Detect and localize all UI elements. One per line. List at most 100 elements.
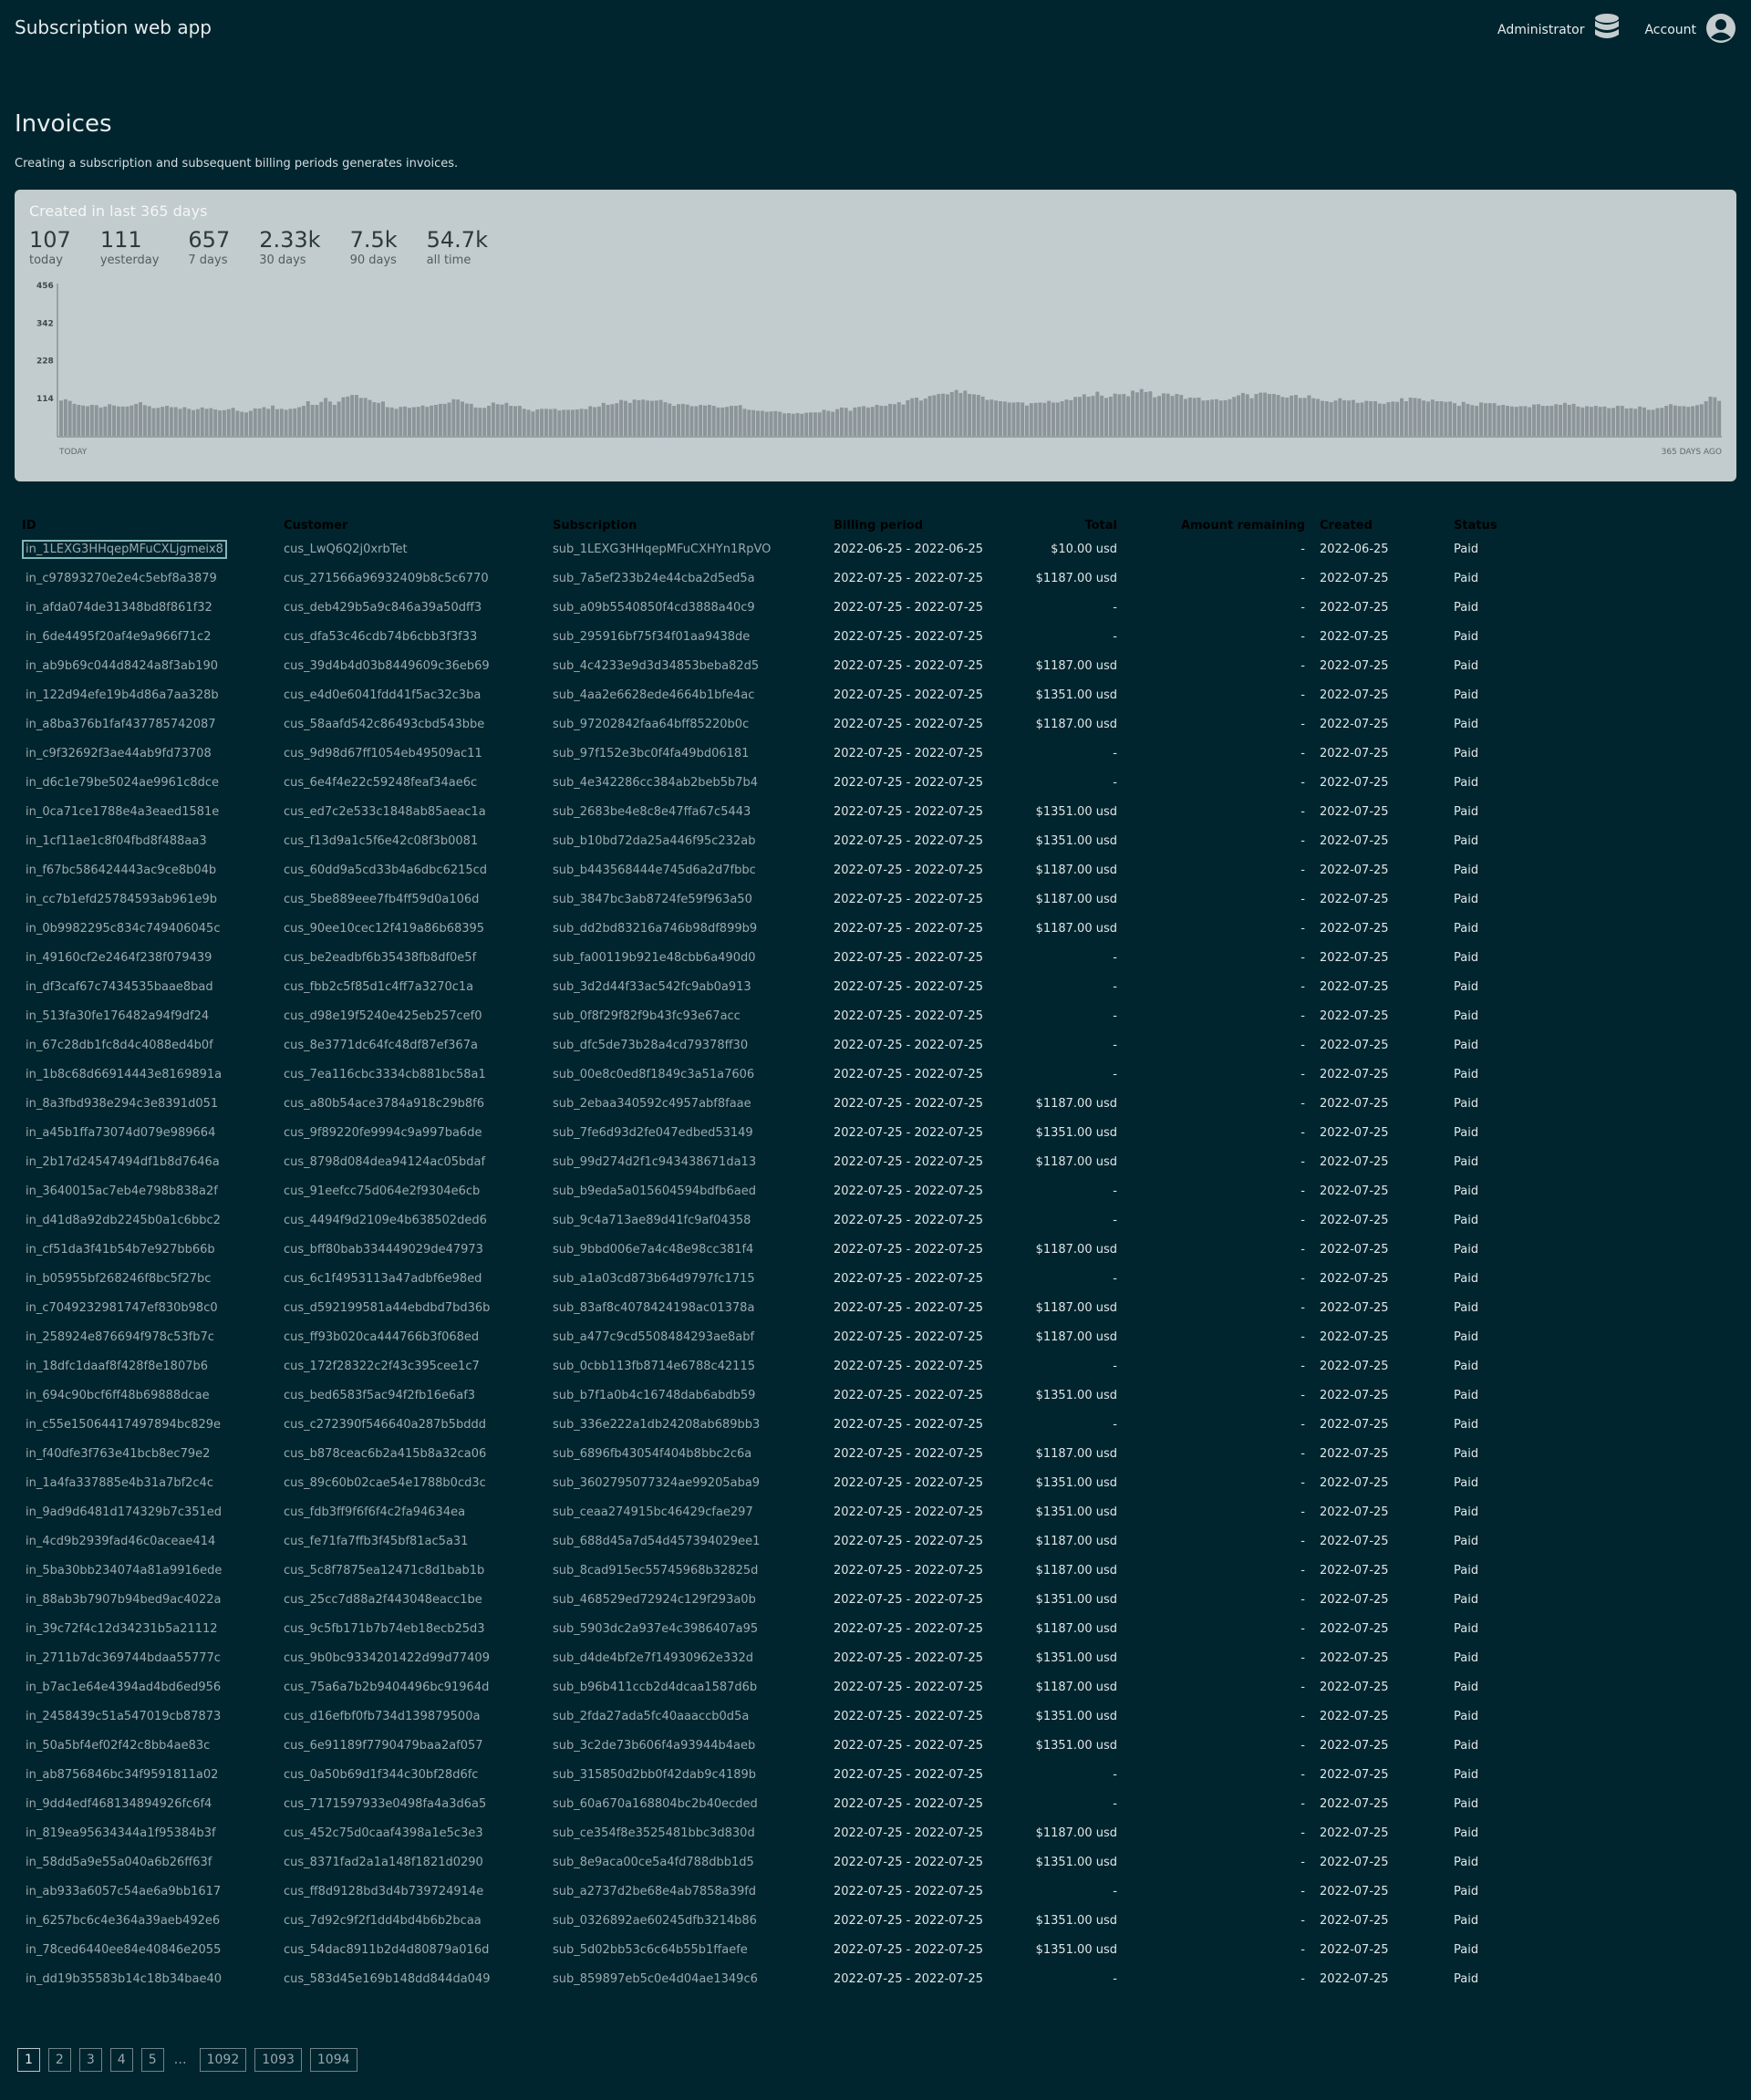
table-row[interactable]: in_513fa30fe176482a94f9df24 cus_d98e19f52… bbox=[15, 1001, 1736, 1030]
invoice-id-link[interactable]: in_122d94efe19b4d86a7aa328b bbox=[26, 688, 219, 702]
page-button[interactable]: 5 bbox=[140, 2048, 164, 2072]
column-header-billing-period[interactable]: Billing period bbox=[834, 518, 924, 533]
column-header-amount-remaining[interactable]: Amount remaining bbox=[1180, 518, 1305, 533]
table-row[interactable]: in_1cf11ae1c8f04fbd8f488aa3 cus_f13d9a1c5… bbox=[15, 826, 1736, 855]
page-button[interactable]: 4 bbox=[109, 2048, 133, 2072]
column-header-customer[interactable]: Customer bbox=[284, 518, 348, 533]
column-header-id[interactable]: ID bbox=[22, 518, 36, 533]
invoice-id-link[interactable]: in_d6c1e79be5024ae9961c8dce bbox=[26, 775, 220, 790]
table-row[interactable]: in_0ca71ce1788e4a3eaed1581e cus_ed7c2e533… bbox=[15, 797, 1736, 826]
invoice-id-link[interactable]: in_9ad9d6481d174329b7c351ed bbox=[26, 1505, 223, 1519]
invoice-id-link[interactable]: in_2b17d24547494df1b8d7646a bbox=[26, 1154, 220, 1169]
invoice-id-link[interactable]: in_1b8c68d66914443e8169891a bbox=[26, 1067, 223, 1081]
invoice-id-link[interactable]: in_cf51da3f41b54b7e927bb66b bbox=[26, 1242, 215, 1257]
invoice-id-link[interactable]: in_f40dfe3f763e41bcb8ec79e2 bbox=[26, 1446, 211, 1461]
invoice-id-link[interactable]: in_c9f32692f3ae44ab9fd73708 bbox=[26, 746, 212, 760]
table-row[interactable]: in_67c28db1fc8d4c4088ed4b0f cus_8e3771dc6… bbox=[15, 1030, 1736, 1060]
invoice-id-link[interactable]: in_18dfc1daaf8f428f8e1807b6 bbox=[26, 1359, 209, 1373]
table-row[interactable]: in_58dd5a9e55a040a6b26ff63f cus_8371fad2a… bbox=[15, 1847, 1736, 1877]
invoice-id-link[interactable]: in_78ced6440ee84e40846e2055 bbox=[26, 1942, 222, 1957]
table-row[interactable]: in_d41d8a92db2245b0a1c6bbc2 cus_4494f9d21… bbox=[15, 1205, 1736, 1235]
table-row[interactable]: in_a45b1ffa73074d079e989664 cus_9f89220fe… bbox=[15, 1118, 1736, 1147]
invoice-id-link[interactable]: in_ab9b69c044d8424a8f3ab190 bbox=[26, 658, 219, 673]
table-row[interactable]: in_df3caf67c7434535baae8bad cus_fbb2c5f85… bbox=[15, 972, 1736, 1001]
table-row[interactable]: in_1b8c68d66914443e8169891a cus_7ea116cbc… bbox=[15, 1060, 1736, 1089]
invoice-id-link[interactable]: in_b7ac1e64e4394ad4bd6ed956 bbox=[26, 1680, 222, 1694]
invoice-id-link[interactable]: in_f67bc586424443ac9ce8b04b bbox=[26, 863, 217, 877]
invoice-id-link[interactable]: in_1a4fa337885e4b31a7bf2c4c bbox=[26, 1475, 213, 1490]
table-row[interactable]: in_39c72f4c12d34231b5a21112 cus_9c5fb171b… bbox=[15, 1614, 1736, 1643]
table-row[interactable]: in_c7049232981747ef830b98c0 cus_d59219958… bbox=[15, 1293, 1736, 1322]
invoice-id-link[interactable]: in_dd19b35583b14c18b34bae40 bbox=[26, 1971, 223, 1986]
table-row[interactable]: in_b7ac1e64e4394ad4bd6ed956 cus_75a6a7b2b… bbox=[15, 1672, 1736, 1702]
table-row[interactable]: in_5ba30bb234074a81a9916ede cus_5c8f7875e… bbox=[15, 1556, 1736, 1585]
table-row[interactable]: in_1LEXG3HHqepMFuCXLjgmeix8 cus_LwQ6Q2j0x… bbox=[15, 534, 1736, 564]
table-row[interactable]: in_cf51da3f41b54b7e927bb66b cus_bff80bab3… bbox=[15, 1235, 1736, 1264]
column-header-total[interactable]: Total bbox=[1084, 518, 1117, 533]
invoice-id-link[interactable]: in_513fa30fe176482a94f9df24 bbox=[26, 1009, 210, 1023]
invoice-id-link[interactable]: in_5ba30bb234074a81a9916ede bbox=[26, 1563, 223, 1578]
table-row[interactable]: in_1a4fa337885e4b31a7bf2c4c cus_89c60b02c… bbox=[15, 1468, 1736, 1497]
table-row[interactable]: in_6257bc6c4e364a39aeb492e6 cus_7d92c9f2f… bbox=[15, 1906, 1736, 1935]
table-row[interactable]: in_c9f32692f3ae44ab9fd73708 cus_9d98d67ff… bbox=[15, 739, 1736, 768]
table-row[interactable]: in_694c90bcf6ff48b69888dcae cus_bed6583f5… bbox=[15, 1381, 1736, 1410]
app-title[interactable]: Subscription web app bbox=[15, 16, 212, 38]
table-row[interactable]: in_f40dfe3f763e41bcb8ec79e2 cus_b878ceac6… bbox=[15, 1439, 1736, 1468]
table-row[interactable]: in_50a5bf4ef02f42c8bb4ae83c cus_6e91189f7… bbox=[15, 1731, 1736, 1760]
column-header-subscription[interactable]: Subscription bbox=[553, 518, 637, 533]
table-row[interactable]: in_49160cf2e2464f238f079439 cus_be2eadbf6… bbox=[15, 943, 1736, 972]
page-button[interactable]: 1092 bbox=[199, 2048, 247, 2072]
table-row[interactable]: in_c55e15064417497894bc829e cus_c272390f5… bbox=[15, 1410, 1736, 1439]
invoice-id-link[interactable]: in_6257bc6c4e364a39aeb492e6 bbox=[26, 1913, 221, 1928]
table-row[interactable]: in_4cd9b2939fad46c0aceae414 cus_fe71fa7ff… bbox=[15, 1526, 1736, 1556]
invoice-id-link[interactable]: in_b05955bf268246f8bc5f27bc bbox=[26, 1271, 212, 1286]
page-button[interactable]: 1 bbox=[17, 2048, 40, 2072]
invoice-id-link[interactable]: in_0ca71ce1788e4a3eaed1581e bbox=[26, 804, 220, 819]
invoice-id-link[interactable]: in_88ab3b7907b94bed9ac4022a bbox=[26, 1592, 222, 1607]
page-button[interactable]: 1093 bbox=[254, 2048, 302, 2072]
invoice-id-link[interactable]: in_a8ba376b1faf437785742087 bbox=[26, 717, 216, 731]
table-row[interactable]: in_ab933a6057c54ae6a9bb1617 cus_ff8d9128b… bbox=[15, 1877, 1736, 1906]
table-row[interactable]: in_9dd4edf468134894926fc6f4 cus_717159793… bbox=[15, 1789, 1736, 1818]
table-row[interactable]: in_ab8756846bc34f9591811a02 cus_0a50b69d1… bbox=[15, 1760, 1736, 1789]
table-row[interactable]: in_afda074de31348bd8f861f32 cus_deb429b5a… bbox=[15, 593, 1736, 622]
table-row[interactable]: in_b05955bf268246f8bc5f27bc cus_6c1f49531… bbox=[15, 1264, 1736, 1293]
column-header-status[interactable]: Status bbox=[1454, 518, 1497, 533]
invoice-id-link[interactable]: in_ab8756846bc34f9591811a02 bbox=[26, 1767, 219, 1782]
page-button[interactable]: 3 bbox=[78, 2048, 102, 2072]
table-row[interactable]: in_cc7b1efd25784593ab961e9b cus_5be889eee… bbox=[15, 884, 1736, 914]
invoice-id-link[interactable]: in_9dd4edf468134894926fc6f4 bbox=[26, 1796, 212, 1811]
table-row[interactable]: in_78ced6440ee84e40846e2055 cus_54dac8911… bbox=[15, 1935, 1736, 1964]
invoice-id-link[interactable]: in_819ea95634344a1f95384b3f bbox=[26, 1826, 216, 1840]
invoice-id-link[interactable]: in_d41d8a92db2245b0a1c6bbc2 bbox=[26, 1213, 221, 1227]
invoice-id-link[interactable]: in_3640015ac7eb4e798b838a2f bbox=[26, 1184, 218, 1198]
invoice-id-link[interactable]: in_39c72f4c12d34231b5a21112 bbox=[26, 1621, 218, 1636]
table-row[interactable]: in_122d94efe19b4d86a7aa328b cus_e4d0e6041… bbox=[15, 680, 1736, 709]
invoice-id-link[interactable]: in_ab933a6057c54ae6a9bb1617 bbox=[26, 1884, 222, 1898]
invoice-id-link[interactable]: in_694c90bcf6ff48b69888dcae bbox=[26, 1388, 210, 1402]
table-row[interactable]: in_88ab3b7907b94bed9ac4022a cus_25cc7d88a… bbox=[15, 1585, 1736, 1614]
invoice-id-link[interactable]: in_afda074de31348bd8f861f32 bbox=[26, 600, 212, 615]
table-row[interactable]: in_6de4495f20af4e9a966f71c2 cus_dfa53c46c… bbox=[15, 622, 1736, 651]
invoice-id-link[interactable]: in_0b9982295c834c749406045c bbox=[26, 921, 221, 936]
administrator-link[interactable]: Administrator bbox=[1497, 23, 1585, 37]
table-row[interactable]: in_2b17d24547494df1b8d7646a cus_8798d084d… bbox=[15, 1147, 1736, 1176]
invoice-id-link[interactable]: in_c7049232981747ef830b98c0 bbox=[26, 1300, 218, 1315]
invoice-id-link[interactable]: in_cc7b1efd25784593ab961e9b bbox=[26, 892, 217, 906]
table-row[interactable]: in_258924e876694f978c53fb7c cus_ff93b020c… bbox=[15, 1322, 1736, 1351]
invoice-id-link[interactable]: in_67c28db1fc8d4c4088ed4b0f bbox=[26, 1038, 213, 1052]
invoice-id-link[interactable]: in_6de4495f20af4e9a966f71c2 bbox=[26, 629, 212, 644]
page-button[interactable]: 2 bbox=[47, 2048, 71, 2072]
invoice-id-link[interactable]: in_4cd9b2939fad46c0aceae414 bbox=[26, 1534, 216, 1548]
table-row[interactable]: in_3640015ac7eb4e798b838a2f cus_91eefcc75… bbox=[15, 1176, 1736, 1205]
invoice-id-link[interactable]: in_258924e876694f978c53fb7c bbox=[26, 1329, 214, 1344]
column-header-created[interactable]: Created bbox=[1320, 518, 1373, 533]
invoice-id-link[interactable]: in_c55e15064417497894bc829e bbox=[26, 1417, 222, 1432]
invoice-id-link[interactable]: in_2711b7dc369744bdaa55777c bbox=[26, 1650, 221, 1665]
table-row[interactable]: in_18dfc1daaf8f428f8e1807b6 cus_172f28322… bbox=[15, 1351, 1736, 1381]
table-row[interactable]: in_0b9982295c834c749406045c cus_90ee10cec… bbox=[15, 914, 1736, 943]
invoice-id-link[interactable]: in_58dd5a9e55a040a6b26ff63f bbox=[26, 1855, 212, 1869]
database-icon[interactable] bbox=[1593, 13, 1621, 47]
table-row[interactable]: in_f67bc586424443ac9ce8b04b cus_60dd9a5cd… bbox=[15, 855, 1736, 884]
table-row[interactable]: in_2458439c51a547019cb87873 cus_d16efbf0f… bbox=[15, 1702, 1736, 1731]
